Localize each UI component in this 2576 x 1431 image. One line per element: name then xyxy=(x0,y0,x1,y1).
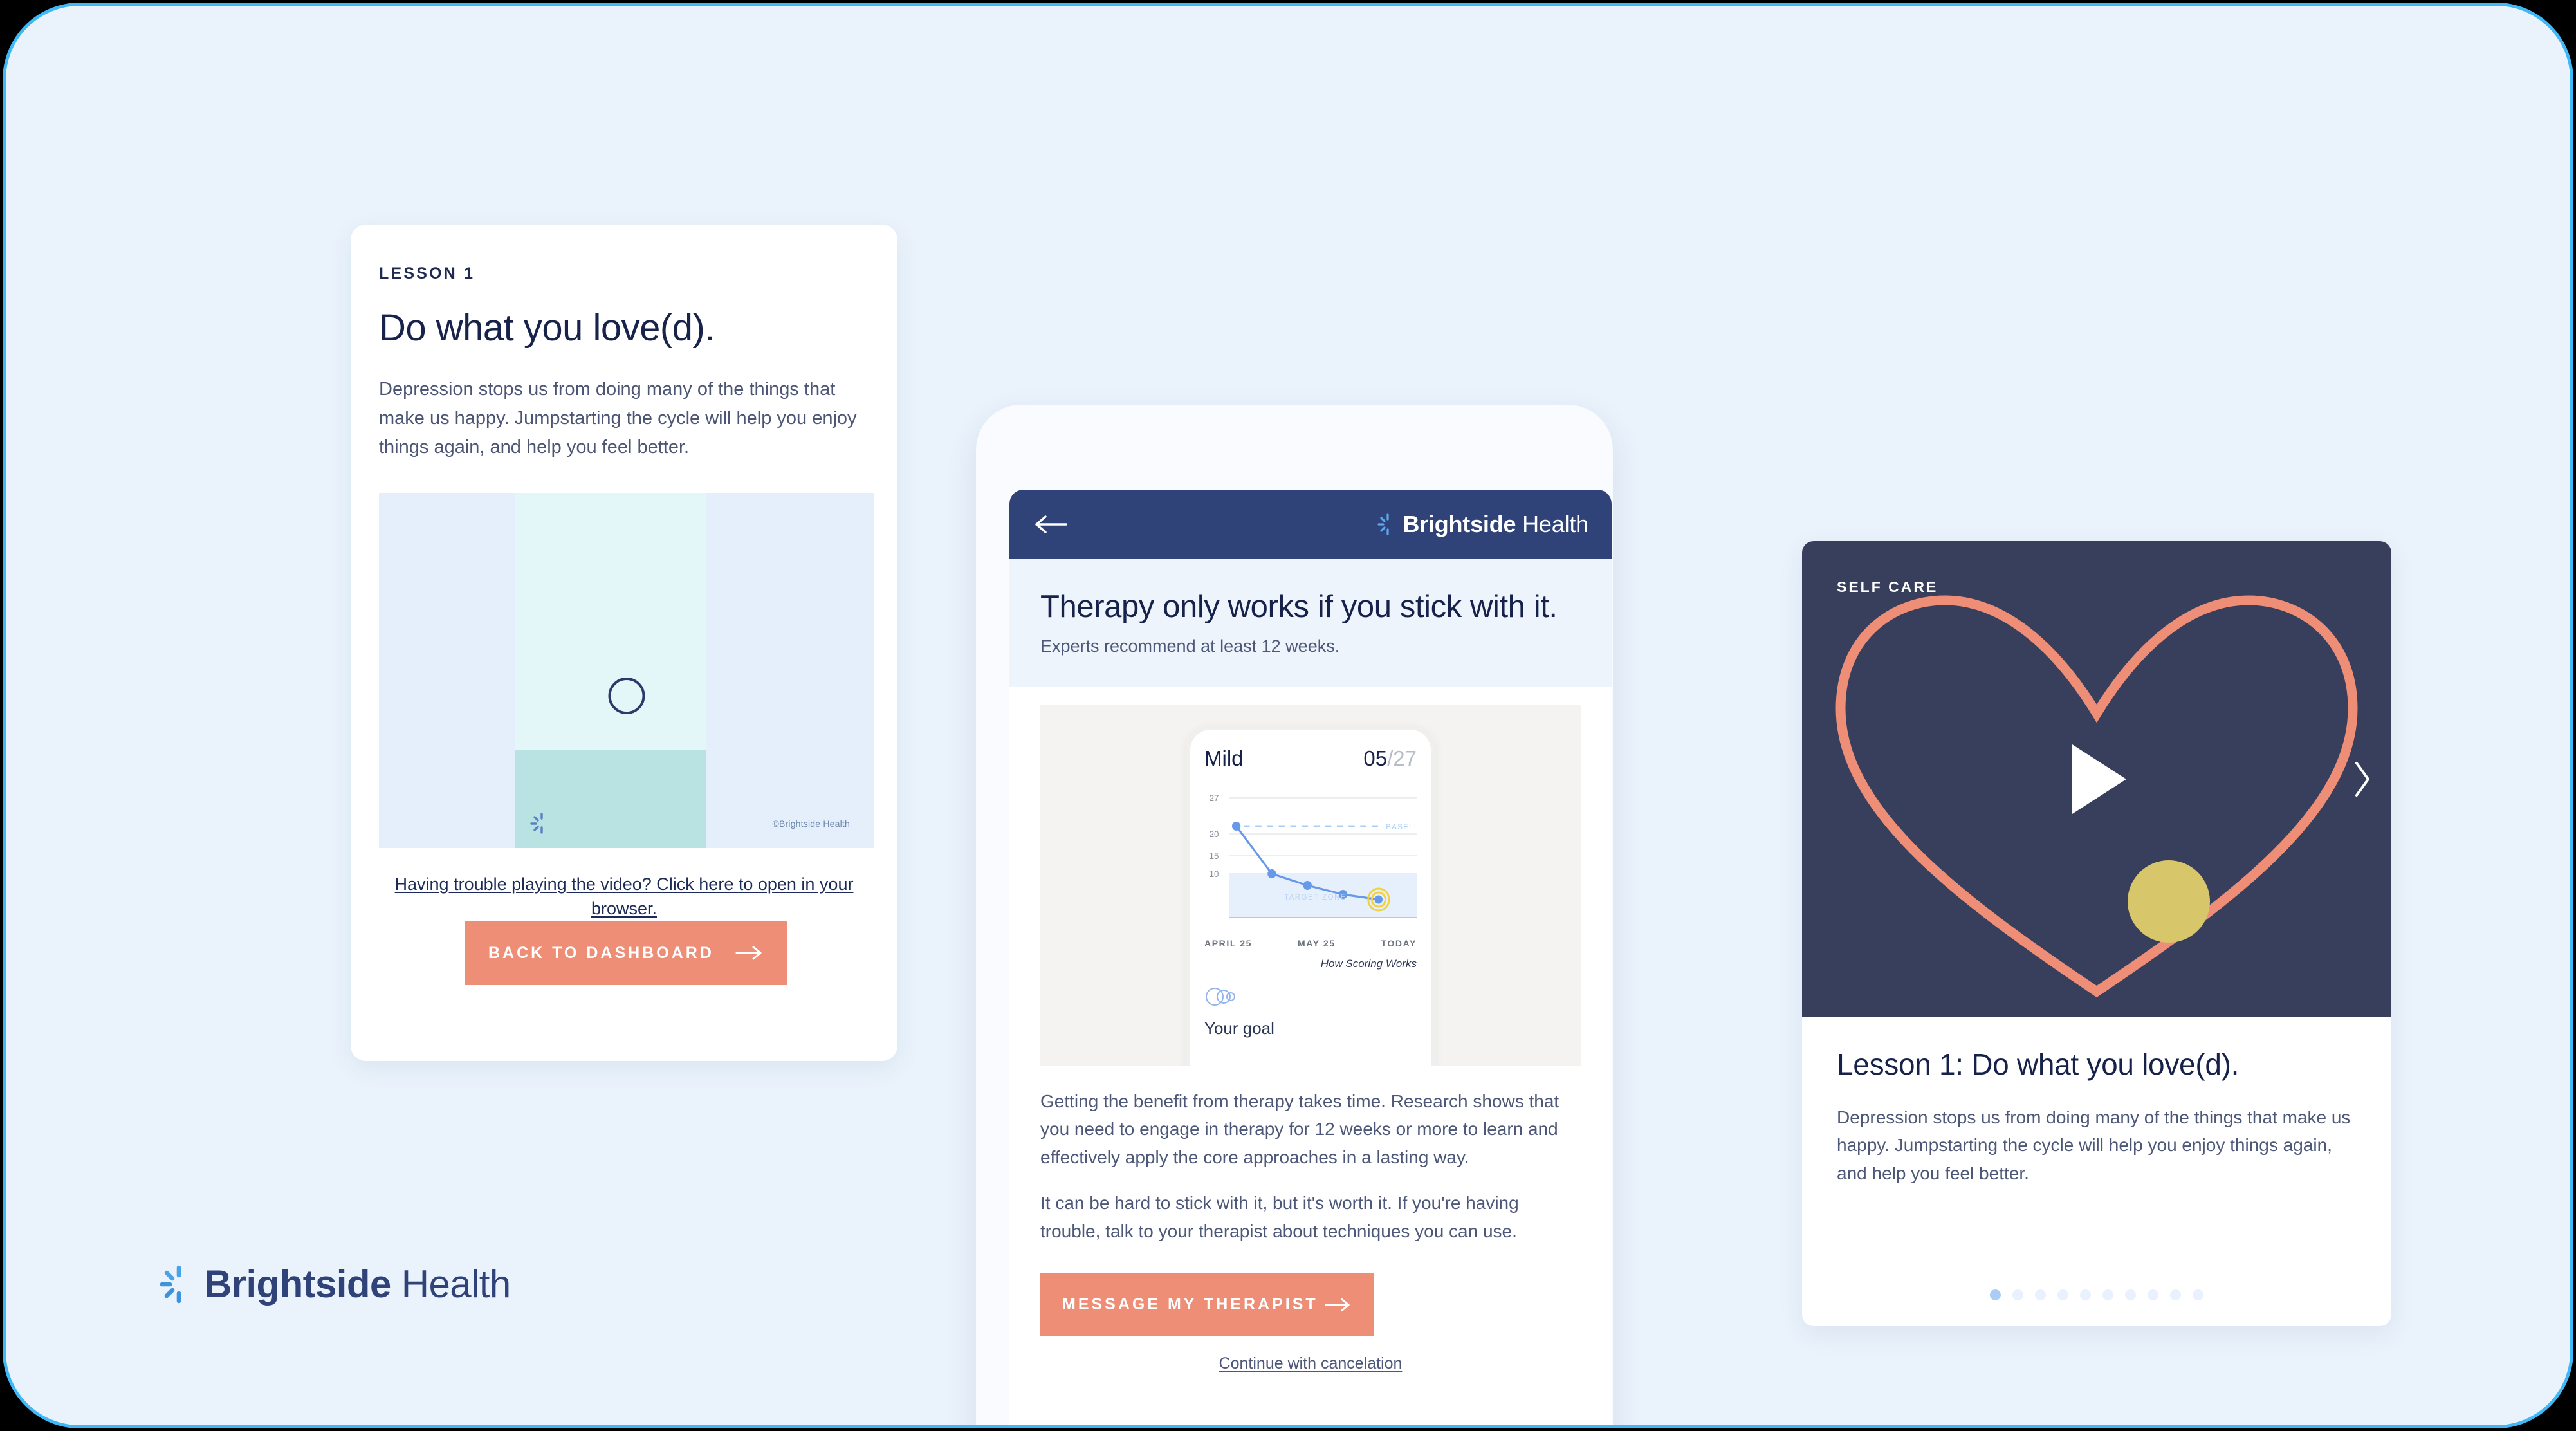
phone-app-header: Brightside Health xyxy=(1009,490,1612,559)
svg-text:15: 15 xyxy=(1210,851,1219,861)
lesson-body: Depression stops us from doing many of t… xyxy=(379,379,857,457)
logo-word-bold: Brightside xyxy=(1403,511,1516,537)
lesson-title: Do what you love(d). xyxy=(379,307,715,349)
phone-copy: Getting the benefit from therapy takes t… xyxy=(1009,1066,1612,1245)
overlapping-circles-icon xyxy=(1206,988,1235,1006)
mini-chart-header: Mild 05/27 xyxy=(1204,746,1417,771)
chart-point xyxy=(1267,869,1276,878)
arrow-right-icon xyxy=(735,946,762,960)
progress-line-chart: 27 20 15 10 BASELINE TARGET ZONE xyxy=(1204,784,1428,932)
highlight-ring-inner xyxy=(1370,891,1386,908)
xtick-1: MAY 25 xyxy=(1297,938,1336,948)
logo-word-light: Health xyxy=(1516,511,1588,537)
phone-mockup: Brightside Health Therapy only works if … xyxy=(976,405,1613,1425)
video-band-bottom xyxy=(515,750,706,848)
self-care-eyebrow: SELF CARE xyxy=(1837,578,1938,595)
back-to-dashboard-button[interactable]: BACK TO DASHBOARD xyxy=(465,921,787,985)
self-care-title: Lesson 1: Do what you love(d). xyxy=(1837,1048,2240,1081)
phone-header-logo: Brightside Health xyxy=(1377,511,1588,538)
svg-text:27: 27 xyxy=(1210,793,1219,803)
arrow-right-icon xyxy=(1325,1298,1350,1311)
carousel-pagination[interactable] xyxy=(1802,1289,2391,1300)
phone-hero: Therapy only works if you stick with it.… xyxy=(1009,559,1612,687)
accent-dot xyxy=(2128,860,2210,943)
chart-x-axis-labels: APRIL 25 MAY 25 TODAY xyxy=(1204,938,1417,948)
chart-point xyxy=(1303,881,1312,890)
your-goal-label: Your goal xyxy=(1204,1019,1274,1038)
phone-paragraph-2: It can be hard to stick with it, but it'… xyxy=(1040,1193,1519,1241)
page-frame: LESSON 1 Do what you love(d). Depression… xyxy=(3,3,2573,1428)
svg-text:BASELINE: BASELINE xyxy=(1386,823,1417,831)
mini-phone-chart-mockup: Mild 05/27 xyxy=(1185,725,1436,1066)
score-total: 27 xyxy=(1393,746,1417,770)
chart-point xyxy=(1338,890,1348,899)
carousel-dot[interactable] xyxy=(2193,1289,2203,1300)
carousel-dot[interactable] xyxy=(2080,1289,2091,1300)
severity-label: Mild xyxy=(1204,746,1244,770)
carousel-dot[interactable] xyxy=(1990,1289,2001,1300)
play-triangle-icon[interactable] xyxy=(2072,744,2126,814)
heart-outline-icon xyxy=(1835,595,2358,998)
video-watermark: ©Brightside Health xyxy=(772,818,850,829)
self-care-card: SELF CARE Lesson 1: Do what you love(d).… xyxy=(1802,541,2391,1326)
phone-header-logo-text: Brightside Health xyxy=(1403,511,1588,538)
score-readout: 05/27 xyxy=(1363,746,1417,771)
message-my-therapist-button[interactable]: MESSAGE MY THERAPIST xyxy=(1040,1273,1374,1336)
self-care-text: Depression stops us from doing many of t… xyxy=(1837,1107,2351,1183)
footer-logo-text: Brightside Health xyxy=(204,1262,511,1306)
lesson-card: LESSON 1 Do what you love(d). Depression… xyxy=(351,225,897,1061)
xtick-2: TODAY xyxy=(1381,938,1417,948)
phone-hero-subtitle: Experts recommend at least 12 weeks. xyxy=(1040,636,1340,656)
video-player[interactable]: ©Brightside Health xyxy=(379,492,874,848)
back-to-dashboard-label: BACK TO DASHBOARD xyxy=(488,943,714,962)
continue-with-cancelation-link[interactable]: Continue with cancelation xyxy=(1219,1354,1403,1372)
carousel-dot[interactable] xyxy=(2148,1289,2158,1300)
carousel-dot[interactable] xyxy=(2170,1289,2181,1300)
carousel-dot[interactable] xyxy=(2057,1289,2068,1300)
self-care-media[interactable]: SELF CARE xyxy=(1802,541,2391,1017)
svg-text:10: 10 xyxy=(1210,869,1219,879)
brightside-sunburst-icon xyxy=(160,1265,181,1303)
circle-outline-icon xyxy=(608,677,645,714)
lesson-eyebrow: LESSON 1 xyxy=(379,264,475,282)
carousel-dot[interactable] xyxy=(2125,1289,2136,1300)
chart-point xyxy=(1231,822,1241,831)
carousel-dot[interactable] xyxy=(2102,1289,2113,1300)
carousel-dot[interactable] xyxy=(2035,1289,2046,1300)
video-trouble-link[interactable]: Having trouble playing the video? Click … xyxy=(394,874,854,918)
chevron-right-icon[interactable] xyxy=(2349,758,2375,800)
svg-text:TARGET ZONE: TARGET ZONE xyxy=(1284,893,1347,901)
carousel-dot[interactable] xyxy=(2012,1289,2023,1300)
brightside-sunburst-icon xyxy=(1377,513,1389,535)
target-zone-band xyxy=(1229,874,1417,918)
phone-hero-title: Therapy only works if you stick with it. xyxy=(1040,589,1558,624)
your-goal-section: Your goal xyxy=(1204,986,1417,1039)
self-care-body: Lesson 1: Do what you love(d). Depressio… xyxy=(1802,1017,2391,1187)
arrow-left-icon[interactable] xyxy=(1033,513,1067,536)
phone-illustration: Mild 05/27 xyxy=(1040,705,1581,1066)
svg-text:20: 20 xyxy=(1210,829,1219,839)
score-current: 05 xyxy=(1363,746,1388,770)
message-my-therapist-label: MESSAGE MY THERAPIST xyxy=(1062,1295,1318,1314)
footer-logo-light: Health xyxy=(391,1262,511,1306)
highlight-ring-outer xyxy=(1367,887,1390,912)
xtick-0: APRIL 25 xyxy=(1204,938,1253,948)
footer-brand-logo: Brightside Health xyxy=(159,1262,511,1306)
footer-logo-bold: Brightside xyxy=(204,1262,391,1306)
chart-point-today xyxy=(1374,895,1383,904)
phone-screen: Therapy only works if you stick with it.… xyxy=(1009,559,1612,1425)
how-scoring-works-link[interactable]: How Scoring Works xyxy=(1320,957,1417,970)
brightside-sunburst-icon xyxy=(530,813,543,834)
score-divider: / xyxy=(1387,746,1394,770)
chart-svg: 27 20 15 10 BASELINE TARGET ZONE xyxy=(1210,793,1428,918)
phone-paragraph-1: Getting the benefit from therapy takes t… xyxy=(1040,1091,1559,1167)
